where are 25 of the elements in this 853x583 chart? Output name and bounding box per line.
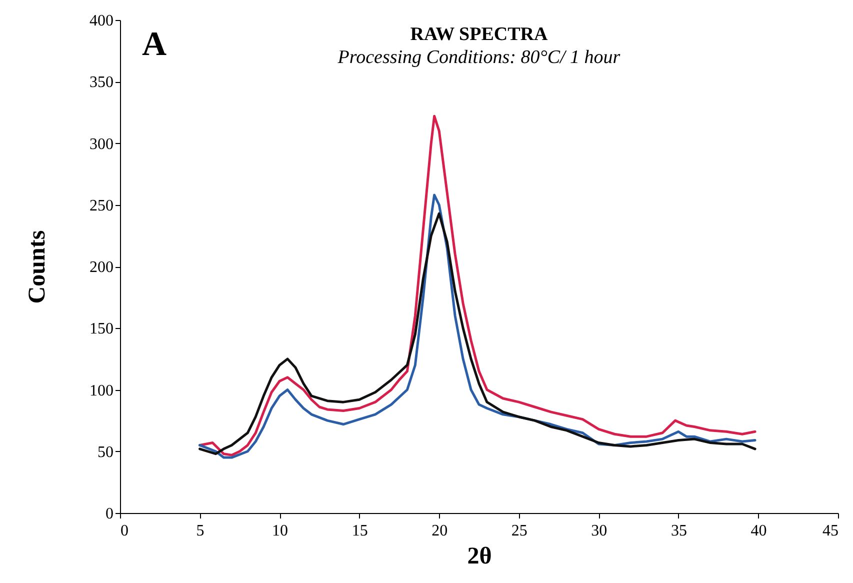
y-axis-title: Counts (24, 230, 50, 304)
y-tick-label: 50 (98, 444, 114, 461)
x-tick-label: 35 (670, 522, 687, 540)
x-tick-label: 10 (272, 522, 288, 540)
x-axis-title: 2θ (467, 544, 492, 570)
chart-title: RAW SPECTRA (410, 24, 548, 45)
annotation: A (142, 26, 167, 63)
x-tick-label: 30 (591, 522, 608, 540)
y-tick-label: 0 (106, 506, 114, 522)
line-series (198, 114, 756, 456)
x-tick-label: 0 (120, 522, 128, 540)
y-tick-label: 300 (90, 136, 114, 153)
x-tick-label: 45 (822, 522, 838, 540)
x-tick-label: 25 (511, 522, 528, 540)
y-tick-label: 400 (90, 12, 114, 30)
text: Processing Conditions: 80°C/ 1 hour (336, 47, 621, 68)
y-tick-label: 150 (90, 320, 114, 338)
y-tick-label: 350 (90, 74, 114, 92)
y-tick-label: 250 (90, 197, 114, 214)
x-tick-label: 20 (432, 522, 448, 540)
y-tick-label: 100 (90, 382, 114, 400)
y-tick-label: 200 (90, 259, 114, 276)
x-tick-label: 15 (352, 522, 368, 540)
x-tick-label: 40 (750, 522, 767, 540)
x-tick-label: 5 (196, 522, 204, 540)
